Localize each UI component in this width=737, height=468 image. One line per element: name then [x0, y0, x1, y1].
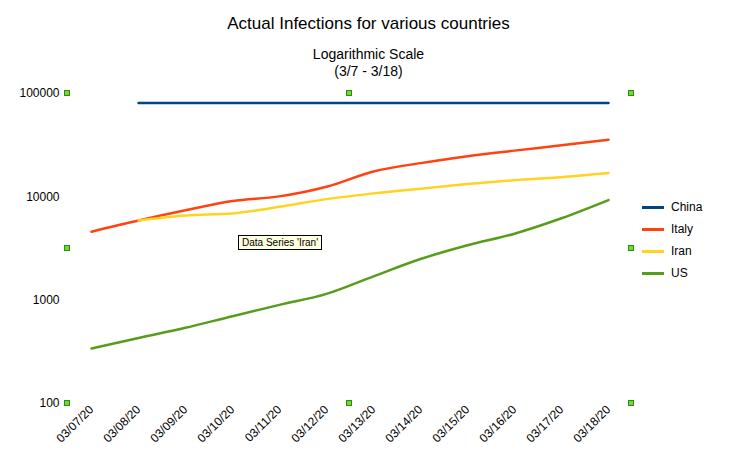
svg-text:03/15/20: 03/15/20: [429, 402, 472, 445]
svg-text:100: 100: [39, 396, 59, 410]
html-text:Actual Infections for various: Actual Infections for various countries: [227, 14, 510, 33]
html-text:China: China: [671, 200, 703, 214]
html-text:Data Series 'Iran': Data Series 'Iran': [242, 237, 319, 248]
html-text:Logarithmic Scale (3/7 - 3/18): Logarithmic Scale (3/7 - 3/18): [312, 46, 425, 79]
svg-text:03/08/20: 03/08/20: [100, 402, 143, 445]
svg-text:03/12/20: 03/12/20: [288, 402, 331, 445]
html-text:Iran: Iran: [671, 244, 692, 258]
svg-text:03/16/20: 03/16/20: [476, 402, 519, 445]
svg-text:03/17/20: 03/17/20: [523, 402, 566, 445]
svg-text:03/14/20: 03/14/20: [382, 402, 425, 445]
svg-text:03/07/20: 03/07/20: [53, 402, 96, 445]
html-text:Italy: Italy: [671, 222, 693, 236]
svg-text:03/11/20: 03/11/20: [242, 402, 285, 445]
svg-text:100000: 100000: [19, 86, 59, 100]
html-text:US: US: [671, 266, 688, 280]
svg-text:03/13/20: 03/13/20: [335, 402, 378, 445]
svg-text:10000: 10000: [26, 190, 60, 204]
svg-text:03/09/20: 03/09/20: [147, 402, 190, 445]
svg-text:03/18/20: 03/18/20: [570, 402, 613, 445]
svg-text:1000: 1000: [33, 293, 60, 307]
svg-text:03/10/20: 03/10/20: [194, 402, 237, 445]
